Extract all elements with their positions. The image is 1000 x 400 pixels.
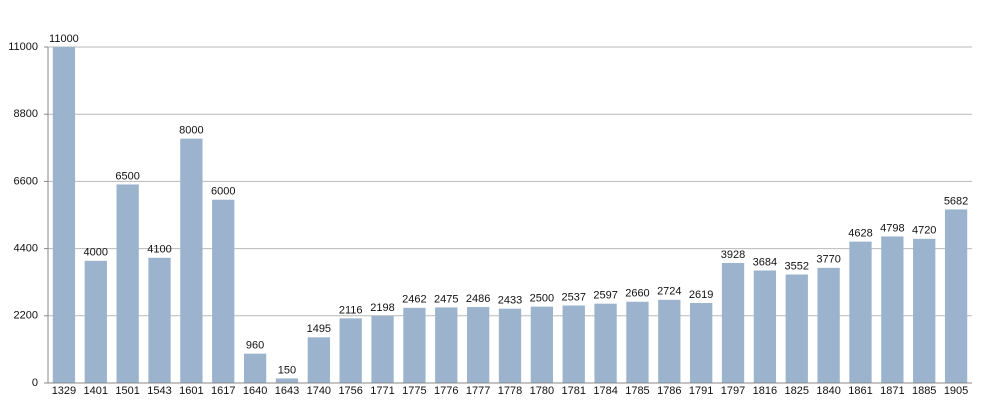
bar: [84, 260, 107, 383]
x-tick-label: 1825: [785, 385, 809, 397]
data-label: 3552: [785, 260, 809, 272]
x-tick-label: 1784: [593, 385, 617, 397]
bar: [116, 184, 139, 383]
y-tick-label: 11000: [8, 41, 38, 53]
bar: [307, 337, 330, 383]
data-label: 3770: [816, 254, 840, 266]
bar: [339, 318, 362, 383]
x-tick-label: 1778: [498, 385, 522, 397]
bar: [944, 209, 968, 383]
bar: [594, 303, 617, 383]
x-tick-label: 1786: [657, 385, 681, 397]
x-tick-label: 1617: [211, 385, 235, 397]
y-tick-label: 2200: [14, 310, 38, 322]
data-label: 1495: [307, 323, 331, 335]
bar: [626, 301, 649, 383]
data-label: 150: [278, 364, 296, 376]
x-tick-label: 1543: [147, 385, 171, 397]
bar: [212, 199, 235, 383]
data-label: 3928: [721, 249, 745, 261]
data-label: 5682: [944, 195, 968, 207]
bar: [753, 270, 777, 383]
bar: [913, 238, 936, 383]
bar: [690, 303, 713, 383]
data-label: 2724: [657, 286, 681, 298]
bar: [243, 353, 267, 383]
y-tick-label: 4400: [14, 243, 38, 255]
data-label: 2462: [402, 294, 426, 306]
x-tick-label: 1781: [561, 385, 585, 397]
x-tick-label: 1797: [721, 385, 745, 397]
bar: [148, 257, 171, 383]
data-label: 2486: [466, 293, 490, 305]
x-tick-label: 1791: [689, 385, 713, 397]
x-tick-label: 1780: [530, 385, 554, 397]
bar: [180, 138, 203, 383]
bar: [403, 307, 426, 383]
x-tick-label: 1643: [275, 385, 299, 397]
data-label: 2619: [689, 289, 713, 301]
data-label: 2537: [561, 291, 585, 303]
x-tick-label: 1785: [625, 385, 649, 397]
data-label: 6500: [115, 170, 139, 182]
x-tick-label: 1640: [243, 385, 267, 397]
data-label: 4628: [848, 228, 872, 240]
x-tick-label: 1771: [370, 385, 394, 397]
x-tick-label: 1776: [434, 385, 458, 397]
bar: [466, 307, 490, 383]
bar: [658, 299, 681, 383]
data-label: 2198: [370, 302, 394, 314]
y-tick-label: 8800: [14, 108, 38, 120]
bar: [371, 315, 394, 383]
data-label: 960: [246, 340, 264, 352]
x-tick-label: 1861: [848, 385, 872, 397]
x-tick-label: 1501: [115, 385, 139, 397]
data-label: 2500: [530, 293, 554, 305]
x-tick-label: 1871: [880, 385, 904, 397]
x-tick-label: 1756: [338, 385, 362, 397]
data-label: 8000: [179, 125, 203, 137]
data-label: 2116: [339, 304, 363, 316]
y-tick-label: 6600: [14, 175, 38, 187]
data-label: 2660: [625, 288, 649, 300]
data-label: 4798: [880, 222, 904, 234]
bar: [275, 378, 299, 383]
bar: [562, 305, 585, 383]
data-label: 4000: [84, 247, 108, 259]
x-tick-label: 1740: [307, 385, 331, 397]
data-label: 2433: [498, 295, 522, 307]
bar: [785, 274, 808, 383]
x-tick-label: 1777: [466, 385, 490, 397]
x-tick-label: 1775: [402, 385, 426, 397]
y-tick-label: 0: [32, 377, 38, 389]
data-label: 4720: [912, 225, 936, 237]
bar: [530, 306, 554, 383]
bar: [881, 236, 904, 383]
data-label: 2597: [593, 290, 617, 302]
x-tick-label: 1905: [944, 385, 968, 397]
data-label: 2475: [434, 293, 458, 305]
data-label: 11000: [49, 33, 79, 45]
bar: [52, 47, 76, 383]
x-tick-label: 1816: [753, 385, 777, 397]
data-label: 6000: [211, 186, 235, 198]
data-label: 3684: [753, 256, 777, 268]
bar: [817, 267, 840, 383]
bar: [498, 308, 522, 383]
bar: [849, 241, 872, 383]
x-tick-label: 1601: [179, 385, 203, 397]
bar: [435, 307, 458, 383]
x-tick-label: 1885: [912, 385, 936, 397]
data-label: 4100: [147, 244, 171, 256]
x-tick-label: 1401: [84, 385, 108, 397]
bar: [721, 263, 745, 383]
x-tick-label: 1329: [52, 385, 76, 397]
x-tick-label: 1840: [816, 385, 840, 397]
